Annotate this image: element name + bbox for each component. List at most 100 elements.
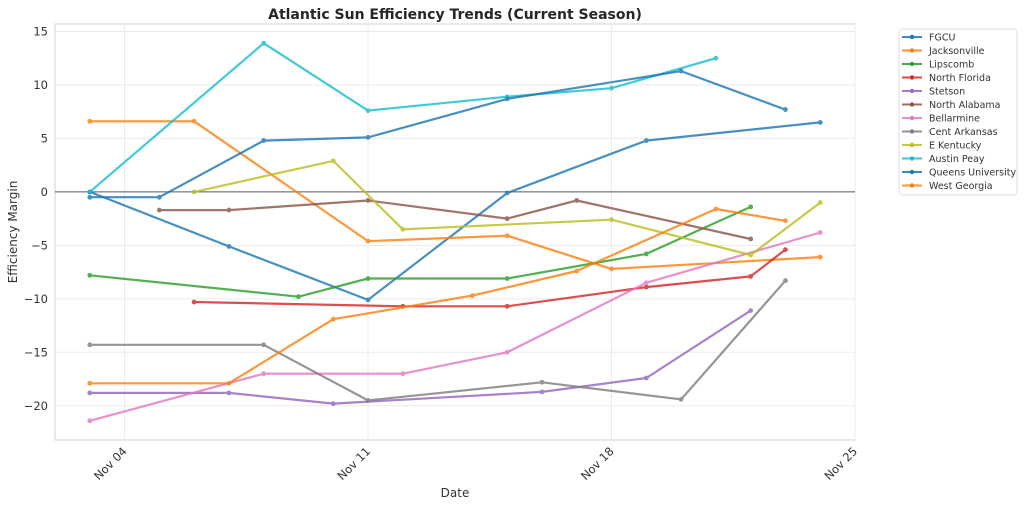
data-point [156, 207, 162, 213]
legend-item: Jacksonville [902, 46, 985, 57]
data-point [748, 252, 754, 258]
data-point [87, 189, 93, 195]
data-point [191, 118, 197, 124]
y-tick-label: −15 [24, 345, 48, 359]
series-lipscomb [87, 204, 754, 300]
data-point [261, 40, 267, 46]
legend-swatch-marker [909, 169, 915, 175]
data-point [365, 134, 371, 140]
series-line [194, 248, 787, 308]
data-point [643, 251, 649, 257]
data-point [574, 198, 580, 203]
y-tick-label: 5 [41, 131, 48, 145]
series-line [89, 231, 821, 422]
data-point [713, 206, 719, 212]
series-line [193, 159, 821, 257]
legend-item: Lipscomb [902, 60, 974, 71]
data-point [400, 371, 406, 377]
data-point [643, 280, 649, 286]
data-point [783, 278, 788, 284]
chart-title: Atlantic Sun Efficiency Trends (Current … [268, 7, 642, 23]
legend-label: Cent Arkansas [929, 127, 998, 138]
data-point [678, 68, 684, 74]
y-tick-label: −10 [24, 292, 48, 306]
data-point [330, 401, 336, 407]
series-line [159, 199, 751, 241]
data-point [748, 273, 754, 279]
data-point [469, 293, 475, 299]
series-line [89, 120, 821, 270]
y-tick-label: 10 [33, 78, 48, 92]
data-point [87, 118, 93, 124]
data-point [261, 342, 267, 348]
data-point [226, 244, 232, 249]
x-axis-label: Date [441, 486, 470, 500]
legend-label: Stetson [929, 87, 965, 98]
legend-label: Queens University [929, 168, 1016, 179]
legend-label: E Kentucky [929, 141, 982, 152]
series-north-alabama [156, 198, 754, 242]
legend-item: FGCU [902, 33, 955, 44]
data-point [643, 138, 649, 143]
legend-label: West Georgia [929, 181, 993, 192]
legend-item: E Kentucky [902, 141, 982, 152]
data-point [191, 299, 197, 305]
data-point [226, 380, 232, 386]
legend-swatch-marker [909, 88, 915, 94]
data-point [87, 272, 93, 278]
data-point [226, 390, 232, 396]
data-point [330, 316, 336, 322]
legend-item: Stetson [902, 87, 965, 98]
data-point [504, 190, 510, 196]
series-line [89, 309, 752, 405]
legend-swatch-marker [909, 75, 915, 80]
data-point [226, 207, 232, 213]
legend: FGCU Jacksonville Lipscomb North Florida Ste… [898, 28, 1018, 196]
series-west-georgia [87, 206, 788, 386]
data-point [261, 138, 267, 143]
legend-label: Austin Peay [929, 154, 985, 165]
data-point [365, 108, 371, 114]
data-point [609, 266, 614, 272]
data-point [539, 389, 545, 395]
legend-swatch-marker [909, 115, 915, 121]
series-bellarmine [87, 230, 823, 424]
data-point [296, 294, 301, 300]
data-point [191, 189, 197, 195]
data-point [365, 276, 371, 281]
data-point [539, 379, 545, 385]
y-axis: 15 10 5 0 −5 −10 −15 −20 [24, 24, 48, 412]
data-point [504, 96, 510, 102]
data-point [817, 230, 823, 235]
legend-label: North Alabama [929, 100, 1000, 111]
data-point [504, 303, 510, 309]
legend-frame [898, 28, 1018, 196]
data-point [609, 217, 614, 223]
legend-swatch-marker [909, 102, 915, 107]
data-point [643, 375, 649, 381]
series-queens-university [87, 68, 788, 200]
series-line [89, 121, 821, 301]
legend-swatch-marker [909, 34, 915, 40]
legend-item: West Georgia [902, 181, 993, 192]
legend-swatch-marker [909, 129, 915, 134]
legend-swatch-marker [909, 48, 915, 53]
data-point [365, 238, 371, 244]
data-point [817, 254, 823, 260]
legend-item: North Florida [902, 73, 991, 84]
data-point [609, 85, 614, 91]
data-point [87, 390, 93, 396]
data-point [365, 297, 371, 303]
data-point [817, 200, 823, 205]
legend-label: Jacksonville [928, 46, 985, 57]
data-point [400, 226, 406, 232]
y-tick-label: −5 [31, 238, 48, 252]
legend-swatch-marker [909, 183, 915, 188]
data-point [504, 349, 510, 355]
data-point [365, 398, 371, 403]
legend-swatch-marker [909, 61, 915, 67]
legend-label: Lipscomb [929, 60, 974, 71]
data-point [504, 276, 510, 281]
legend-item: Queens University [902, 168, 1016, 179]
